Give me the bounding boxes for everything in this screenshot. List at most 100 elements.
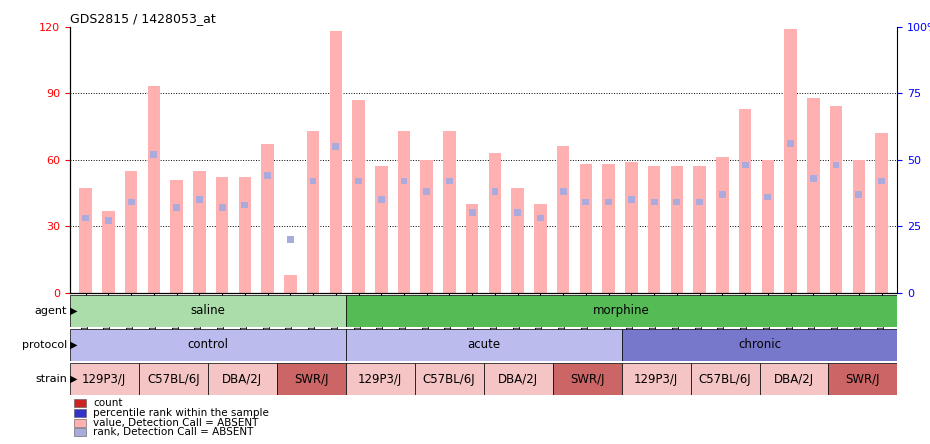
Bar bbox=[810, 175, 817, 182]
Bar bbox=[514, 210, 521, 216]
Bar bbox=[741, 162, 749, 168]
Bar bbox=[102, 210, 114, 293]
Bar bbox=[807, 98, 819, 293]
Bar bbox=[423, 188, 431, 195]
Bar bbox=[534, 204, 547, 293]
Bar bbox=[719, 191, 725, 198]
Bar bbox=[760, 363, 829, 395]
Text: DBA/2J: DBA/2J bbox=[774, 373, 814, 386]
Text: count: count bbox=[93, 398, 123, 408]
Text: agent: agent bbox=[34, 306, 67, 316]
Text: protocol: protocol bbox=[21, 340, 67, 350]
Bar bbox=[444, 131, 456, 293]
Bar bbox=[537, 215, 544, 222]
Bar bbox=[375, 166, 388, 293]
Text: acute: acute bbox=[467, 338, 500, 352]
Bar bbox=[605, 199, 612, 206]
Bar bbox=[286, 236, 294, 243]
Bar bbox=[557, 147, 569, 293]
Text: ▶: ▶ bbox=[70, 340, 77, 350]
Bar bbox=[716, 158, 728, 293]
Bar bbox=[398, 131, 410, 293]
Text: ▶: ▶ bbox=[70, 374, 77, 384]
Text: GDS2815 / 1428053_at: GDS2815 / 1428053_at bbox=[70, 12, 216, 25]
Bar bbox=[492, 188, 498, 195]
Bar bbox=[79, 188, 92, 293]
Text: chronic: chronic bbox=[738, 338, 781, 352]
Bar bbox=[125, 170, 138, 293]
Bar bbox=[310, 178, 316, 184]
Bar bbox=[346, 363, 415, 395]
Text: 129P3/J: 129P3/J bbox=[634, 373, 678, 386]
Text: DBA/2J: DBA/2J bbox=[222, 373, 262, 386]
Bar bbox=[621, 329, 897, 361]
Text: 129P3/J: 129P3/J bbox=[358, 373, 403, 386]
Bar bbox=[579, 164, 592, 293]
Bar bbox=[762, 160, 774, 293]
Bar bbox=[70, 329, 346, 361]
Bar bbox=[105, 218, 112, 224]
Bar bbox=[151, 151, 157, 158]
Text: DBA/2J: DBA/2J bbox=[498, 373, 538, 386]
Bar bbox=[239, 177, 251, 293]
Bar bbox=[355, 178, 362, 184]
Text: morphine: morphine bbox=[593, 304, 650, 317]
Bar bbox=[787, 140, 794, 147]
Bar bbox=[648, 166, 660, 293]
Bar bbox=[621, 363, 690, 395]
Text: saline: saline bbox=[191, 304, 225, 317]
Bar bbox=[207, 363, 276, 395]
Bar bbox=[219, 204, 226, 211]
Bar bbox=[242, 202, 248, 208]
Bar bbox=[139, 363, 207, 395]
Bar bbox=[261, 144, 273, 293]
Bar bbox=[603, 164, 615, 293]
Bar bbox=[690, 363, 760, 395]
Bar bbox=[829, 363, 897, 395]
Bar bbox=[832, 162, 840, 168]
Bar bbox=[170, 179, 183, 293]
Bar bbox=[651, 199, 658, 206]
Bar bbox=[148, 87, 160, 293]
Text: SWR/J: SWR/J bbox=[570, 373, 605, 386]
Bar bbox=[673, 199, 681, 206]
Bar bbox=[446, 178, 453, 184]
Bar bbox=[420, 160, 433, 293]
Bar bbox=[469, 210, 475, 216]
Bar bbox=[875, 133, 888, 293]
Bar bbox=[560, 188, 566, 195]
Bar bbox=[332, 143, 339, 150]
Bar bbox=[378, 196, 385, 203]
Bar bbox=[853, 160, 865, 293]
Bar bbox=[346, 329, 621, 361]
Text: C57BL/6J: C57BL/6J bbox=[698, 373, 751, 386]
Bar bbox=[830, 107, 843, 293]
Text: strain: strain bbox=[35, 374, 67, 384]
Bar bbox=[512, 188, 524, 293]
Bar bbox=[401, 178, 407, 184]
Bar bbox=[196, 196, 203, 203]
Bar bbox=[697, 199, 703, 206]
Bar bbox=[489, 153, 501, 293]
Text: control: control bbox=[187, 338, 228, 352]
Text: percentile rank within the sample: percentile rank within the sample bbox=[93, 408, 269, 418]
Bar bbox=[276, 363, 346, 395]
Bar bbox=[484, 363, 552, 395]
Bar bbox=[216, 177, 229, 293]
Bar bbox=[671, 166, 684, 293]
Bar bbox=[784, 29, 797, 293]
Bar bbox=[552, 363, 621, 395]
Bar bbox=[70, 295, 346, 327]
Bar bbox=[856, 191, 862, 198]
Bar bbox=[70, 363, 139, 395]
Text: ▶: ▶ bbox=[70, 306, 77, 316]
Bar bbox=[329, 31, 342, 293]
Bar bbox=[346, 295, 897, 327]
Text: C57BL/6J: C57BL/6J bbox=[147, 373, 200, 386]
Bar bbox=[764, 194, 771, 200]
Bar bbox=[173, 204, 180, 211]
Bar bbox=[264, 172, 271, 179]
Bar bbox=[625, 162, 638, 293]
Text: value, Detection Call = ABSENT: value, Detection Call = ABSENT bbox=[93, 418, 259, 428]
Bar bbox=[193, 170, 206, 293]
